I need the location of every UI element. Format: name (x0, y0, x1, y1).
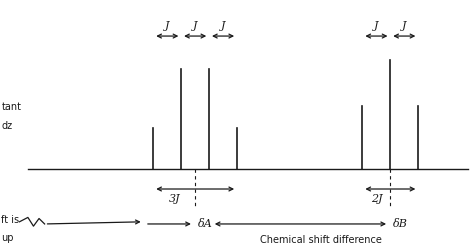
Text: J: J (402, 21, 407, 31)
Text: J: J (193, 21, 198, 31)
Text: δA: δA (198, 219, 213, 229)
Text: up: up (1, 233, 14, 243)
Text: ft is: ft is (1, 215, 19, 225)
Text: 3J: 3J (169, 194, 180, 204)
Text: dz: dz (1, 121, 12, 131)
Text: J: J (221, 21, 225, 31)
Text: J: J (165, 21, 170, 31)
Text: tant: tant (1, 102, 21, 112)
Text: J: J (374, 21, 379, 31)
Text: 2J: 2J (371, 194, 383, 204)
Text: Chemical shift difference: Chemical shift difference (260, 235, 382, 245)
Text: δB: δB (393, 219, 408, 229)
